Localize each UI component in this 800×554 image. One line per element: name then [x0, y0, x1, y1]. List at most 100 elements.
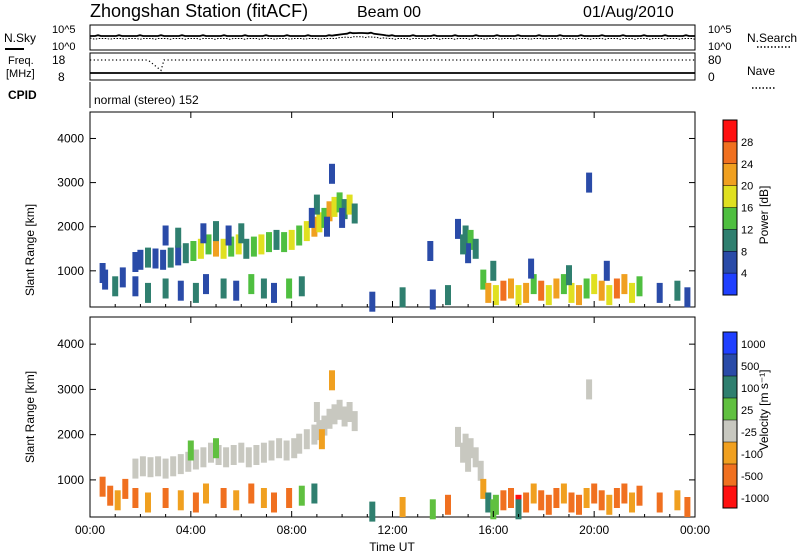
ytick-label-2: 3000: [57, 176, 84, 190]
power-cell-90: [528, 258, 535, 279]
velocity-cell-61: [477, 460, 484, 481]
velocity-cell-23: [170, 456, 177, 477]
power-cb-tick-2: 12: [741, 224, 753, 236]
power-cell-6: [162, 278, 169, 299]
power-cell-16: [298, 276, 305, 297]
power-cell-65: [460, 234, 467, 255]
velocity-cell-81: [621, 483, 628, 504]
velocity-cell-27: [200, 447, 207, 468]
power-cell-12: [248, 274, 255, 295]
power-cell-28: [213, 236, 219, 257]
velocity-cell-14: [271, 492, 277, 513]
velocity-cell-92: [684, 497, 691, 517]
nsky-tick-top: 10^5: [52, 24, 76, 36]
velocity-cell-12: [248, 483, 255, 504]
velocity-cell-59: [465, 451, 472, 472]
velocity-panel-frame: [89, 316, 696, 518]
power-cell-89: [490, 260, 497, 281]
velocity-swatch-4: [723, 420, 737, 442]
velocity-cell-22: [162, 458, 169, 479]
power-cell-96: [445, 285, 451, 306]
velocity-colorbar: 1000 500 100 25 -25 -100 -500 -1000: [722, 331, 769, 509]
power-cb-tick-4: 20: [741, 181, 753, 193]
power-colorbar-label: Power [dB]: [757, 186, 771, 245]
velocity-cell-69: [530, 483, 537, 504]
power-cell-83: [598, 280, 605, 301]
power-cell-69: [492, 285, 499, 306]
power-cell-13: [260, 278, 267, 299]
velocity-swatch-3: [723, 398, 737, 420]
nsearch-tick-bottom: 10^0: [708, 41, 732, 53]
power-cell-55: [351, 203, 358, 224]
power-cell-11: [233, 280, 240, 301]
power-cell-4: [132, 276, 139, 297]
velocity-cell-60: [460, 442, 467, 463]
velocity-cell-8: [192, 492, 199, 513]
power-cell-3: [119, 267, 126, 288]
nave-tick-top: 80: [708, 53, 722, 67]
power-cell-80: [576, 285, 582, 306]
velocity-cell-24: [177, 454, 184, 475]
power-swatch-6: [723, 251, 737, 274]
power-cell-79: [568, 282, 575, 303]
x-axis-label: Time UT: [369, 540, 415, 554]
velocity-cell-66: [508, 488, 514, 508]
power-cell-72: [515, 285, 522, 306]
velocity-cell-89: [445, 494, 451, 515]
ytick-label-3: 4000: [57, 131, 84, 145]
power-cb-tick-1: 8: [741, 246, 747, 258]
velocity-cell-33: [245, 447, 252, 468]
velocity-cell-30: [223, 447, 230, 468]
velocity-cell-80: [613, 488, 620, 508]
power-cell-101: [586, 172, 593, 193]
power-cell-44: [238, 223, 245, 244]
power-cell-98: [674, 280, 681, 301]
power-cell-92: [603, 260, 610, 281]
power-cell-87: [629, 282, 635, 303]
power-swatch-4: [723, 207, 737, 230]
ytick-label-2: 3000: [57, 382, 84, 396]
power-cell-29: [220, 238, 227, 259]
velocity-cells: [99, 370, 691, 522]
velocity-cell-6: [162, 488, 169, 508]
nsearch-trace: [89, 36, 696, 40]
power-cell-84: [606, 285, 613, 306]
velocity-cell-10: [220, 488, 227, 508]
velocity-cell-94: [586, 379, 593, 400]
power-cell-81: [583, 278, 590, 299]
power-cell-56: [313, 194, 320, 215]
power-cell-48: [316, 212, 323, 233]
power-cells: [99, 163, 691, 312]
power-colorbar: 4 8 12 16 20 24 28: [722, 119, 753, 296]
velocity-cb-tick-0: 1000: [741, 339, 765, 351]
power-cell-8: [192, 282, 199, 303]
power-cell-37: [281, 232, 288, 253]
velocity-cell-28: [208, 442, 214, 463]
velocity-cell-17: [311, 483, 318, 504]
ytick-label-0: 1000: [57, 473, 84, 487]
velocity-cell-42: [296, 433, 303, 454]
power-cell-94: [399, 287, 406, 308]
velocity-cell-75: [576, 494, 582, 515]
power-cell-20: [152, 248, 159, 269]
xtick-label-3: 12:00: [377, 523, 407, 537]
velocity-cell-54: [318, 429, 325, 450]
power-cell-23: [175, 245, 182, 266]
nsky-strip-frame: [89, 24, 696, 51]
velocity-cell-77: [591, 483, 598, 504]
velocity-cell-74: [568, 492, 575, 513]
power-cell-54: [346, 194, 353, 215]
velocity-cell-86: [369, 501, 376, 522]
power-cb-tick-6: 28: [741, 137, 753, 149]
power-cell-67: [480, 269, 487, 290]
power-cell-95: [429, 289, 436, 310]
power-cell-21: [160, 249, 167, 270]
velocity-cell-20: [147, 457, 154, 478]
velocity-cell-18: [132, 458, 139, 479]
nsky-label: N.Sky: [4, 31, 36, 45]
velocity-cell-88: [429, 499, 436, 520]
velocity-cell-19: [139, 456, 146, 477]
power-cell-75: [538, 280, 545, 301]
velocity-cell-9: [203, 483, 209, 504]
power-cell-76: [545, 285, 552, 306]
